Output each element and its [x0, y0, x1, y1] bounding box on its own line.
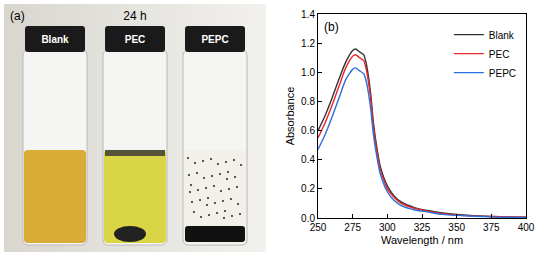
svg-text:325: 325: [414, 222, 431, 233]
svg-text:0.8: 0.8: [301, 96, 315, 107]
svg-text:Blank: Blank: [489, 30, 515, 41]
svg-text:Wavelength / nm: Wavelength / nm: [381, 234, 463, 246]
svg-text:300: 300: [379, 222, 396, 233]
svg-text:0.4: 0.4: [301, 154, 315, 165]
svg-text:0.0: 0.0: [301, 213, 315, 224]
svg-text:375: 375: [483, 222, 500, 233]
svg-text:(a): (a): [10, 9, 25, 23]
svg-text:250: 250: [310, 222, 327, 233]
svg-text:Absorbance: Absorbance: [284, 87, 296, 146]
svg-text:Blank: Blank: [41, 34, 69, 45]
svg-text:PEPC: PEPC: [489, 68, 516, 79]
svg-text:350: 350: [448, 222, 465, 233]
svg-text:PEC: PEC: [489, 49, 510, 60]
svg-text:0.2: 0.2: [301, 183, 315, 194]
svg-text:400: 400: [518, 222, 535, 233]
svg-text:275: 275: [344, 222, 361, 233]
svg-text:24 h: 24 h: [123, 9, 146, 23]
svg-text:1.0: 1.0: [301, 67, 315, 78]
svg-text:PEC: PEC: [125, 34, 146, 45]
svg-text:PEPC: PEPC: [201, 34, 228, 45]
svg-text:0.6: 0.6: [301, 125, 315, 136]
svg-text:(b): (b): [324, 20, 339, 34]
svg-text:1.2: 1.2: [301, 38, 315, 49]
svg-text:1.4: 1.4: [301, 9, 315, 20]
